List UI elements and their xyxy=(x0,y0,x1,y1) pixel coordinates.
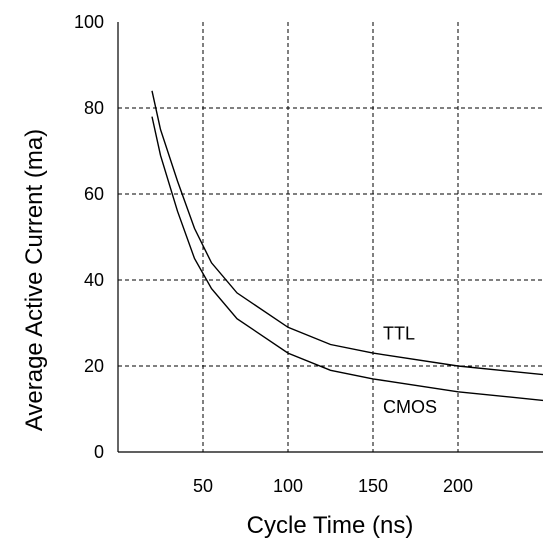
y-tick-label: 60 xyxy=(84,184,104,204)
x-axis-title: Cycle Time (ns) xyxy=(247,512,414,539)
y-tick-label: 100 xyxy=(74,12,104,32)
series-lines xyxy=(151,90,543,402)
y-tick-label: 40 xyxy=(84,270,104,290)
y-tick-label: 20 xyxy=(84,356,104,376)
y-axis-title: Average Active Current (ma) xyxy=(21,129,48,431)
x-tick-label: 100 xyxy=(273,476,303,496)
grid-lines xyxy=(118,22,543,452)
axes xyxy=(117,22,543,453)
tick-labels: 50 100 150 200 0 20 40 60 80 100 TTL CMOS xyxy=(74,12,473,496)
x-tick-label: 50 xyxy=(193,476,213,496)
series-line-ttl xyxy=(151,90,543,376)
x-tick-label: 200 xyxy=(443,476,473,496)
y-tick-label: 80 xyxy=(84,98,104,118)
y-tick-label: 0 xyxy=(94,442,104,462)
series-label-cmos: CMOS xyxy=(383,397,437,417)
series-label-ttl: TTL xyxy=(383,323,415,343)
series-line-cmos xyxy=(151,116,543,402)
x-tick-label: 150 xyxy=(358,476,388,496)
